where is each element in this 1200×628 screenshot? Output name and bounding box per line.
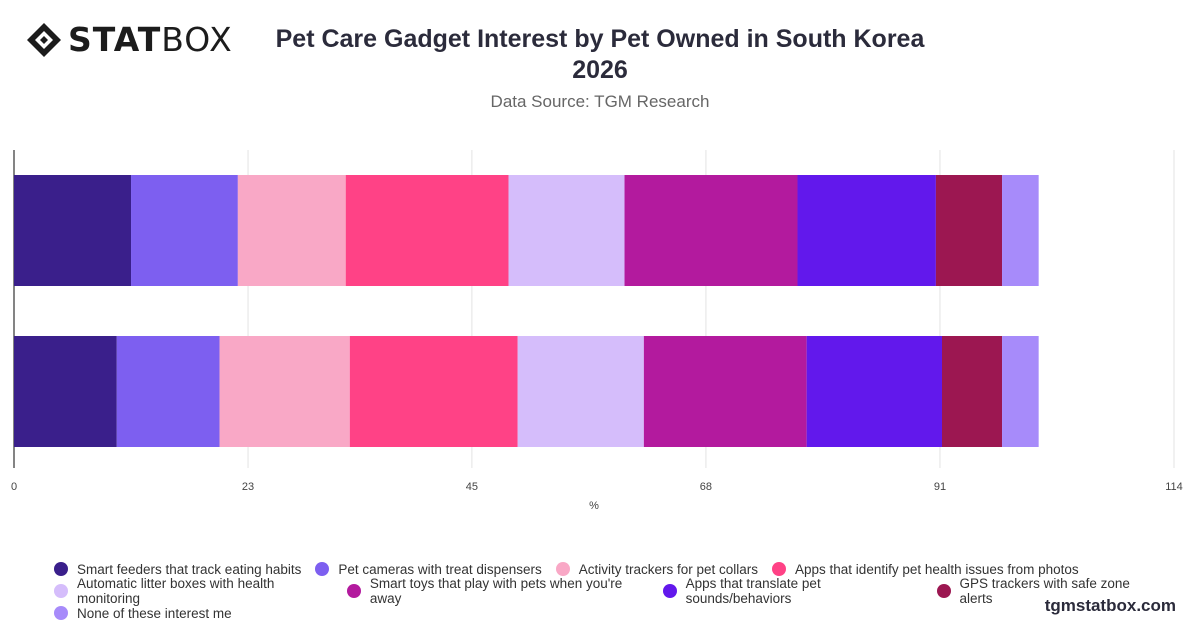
legend-swatch-icon	[346, 584, 361, 598]
x-tick-label: 91	[934, 481, 946, 493]
chart-legend: Smart feeders that track eating habits Pe…	[54, 558, 1174, 624]
bar-segment[interactable]	[643, 336, 807, 447]
bar-segment[interactable]	[935, 175, 1003, 286]
legend-item[interactable]: Apps that identify pet health issues fro…	[772, 562, 1079, 577]
legend-row: None of these interest me	[54, 602, 1174, 624]
legend-swatch-icon	[662, 584, 677, 598]
bar-segment[interactable]	[517, 336, 644, 447]
legend-label: Apps that identify pet health issues fro…	[795, 561, 1079, 577]
x-tick-label: 23	[242, 481, 254, 493]
diamond-logo-icon	[27, 23, 61, 57]
legend-label: Pet cameras with treat dispensers	[338, 561, 542, 577]
bar-segment[interactable]	[942, 336, 1003, 447]
x-tick-label: 0	[11, 481, 17, 493]
chart-title-line-1: Pet Care Gadget Interest by Pet Owned in…	[275, 25, 925, 53]
legend-label: Smart feeders that track eating habits	[77, 561, 302, 577]
legend-label: Smart toys that play with pets when you'…	[369, 576, 623, 606]
legend-item[interactable]: Smart feeders that track eating habits	[54, 562, 301, 577]
bar-segment[interactable]	[806, 336, 942, 447]
legend-swatch-icon	[772, 562, 787, 576]
legend-item[interactable]: GPS trackers with safe zone alerts	[936, 576, 1160, 606]
watermark: tgmstatbox.com	[1044, 596, 1176, 615]
logo-wordmark: STATBOX	[68, 22, 233, 58]
legend-label: Activity trackers for pet collars	[578, 561, 759, 577]
bar-segment[interactable]	[349, 336, 518, 447]
legend-swatch-icon	[54, 562, 68, 576]
bar-segment[interactable]	[508, 175, 625, 286]
x-axis-label: %	[589, 500, 599, 512]
logo-light-text: BOX	[161, 20, 233, 59]
legend-row: Automatic litter boxes with health monit…	[54, 576, 1174, 606]
x-tick-label: 45	[466, 481, 478, 493]
legend-swatch-icon	[555, 562, 570, 576]
legend-item[interactable]: Activity trackers for pet collars	[555, 561, 759, 577]
stacked-bar-chart: 0 23 45 68 91 114%	[11, 150, 1183, 512]
chart-title-line-2: 2026	[572, 56, 628, 84]
legend-item[interactable]: Pet cameras with treat dispensers	[315, 561, 542, 577]
legend-swatch-icon	[936, 584, 951, 598]
legend-swatch-icon	[54, 584, 68, 598]
bar-segment[interactable]	[219, 336, 350, 447]
bar-segment[interactable]	[797, 175, 936, 286]
legend-row: Smart feeders that track eating habits Pe…	[54, 558, 1174, 580]
bar-segment[interactable]	[624, 175, 798, 286]
legend-item[interactable]: Apps that translate pet sounds/behaviors	[662, 576, 923, 606]
chart-title: Pet Care Gadget Interest by Pet Owned in…	[250, 24, 950, 86]
legend-label: Automatic litter boxes with health monit…	[77, 576, 275, 606]
legend-item[interactable]: Automatic litter boxes with health monit…	[54, 576, 333, 606]
bar-segment[interactable]	[14, 175, 132, 286]
bar-segment[interactable]	[1002, 175, 1039, 286]
legend-swatch-icon	[315, 562, 330, 576]
legend-item[interactable]: Smart toys that play with pets when you'…	[346, 576, 649, 606]
bar-segment[interactable]	[14, 336, 117, 447]
logo-bold-text: STAT	[68, 20, 162, 59]
legend-label: Apps that translate pet sounds/behaviors	[685, 576, 821, 606]
bar-segment[interactable]	[1002, 336, 1039, 447]
chart-subtitle: Data Source: TGM Research	[490, 92, 710, 111]
bar-segment[interactable]	[131, 175, 238, 286]
legend-swatch-icon	[54, 606, 68, 620]
bar-segment[interactable]	[116, 336, 220, 447]
bar-segment[interactable]	[345, 175, 509, 286]
legend-label: GPS trackers with safe zone alerts	[959, 576, 1130, 606]
statbox-logo: STATBOX	[26, 22, 233, 58]
legend-label: None of these interest me	[77, 605, 232, 621]
x-tick-label: 114	[1165, 481, 1183, 493]
x-tick-label: 68	[700, 481, 712, 493]
bar-segment[interactable]	[237, 175, 346, 286]
legend-item[interactable]: None of these interest me	[54, 606, 232, 621]
